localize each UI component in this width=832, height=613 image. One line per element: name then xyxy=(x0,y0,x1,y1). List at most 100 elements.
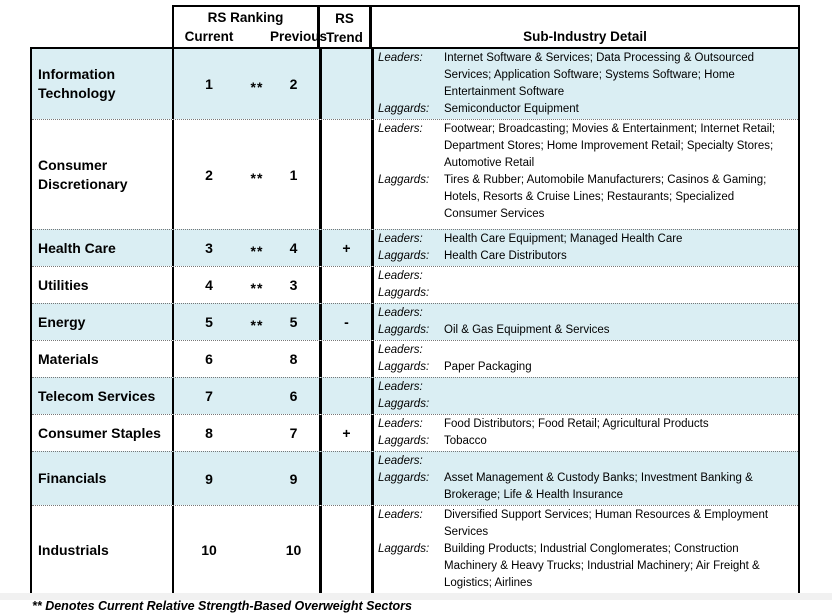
rs-previous-value: 8 xyxy=(289,351,298,367)
current-column-header: Current xyxy=(184,29,234,44)
sector-name: Industrials xyxy=(32,506,174,594)
laggards-block: Laggards: Tobacco xyxy=(378,433,792,450)
table-header: RS Ranking Current Previous RS Trend Sub… xyxy=(30,5,800,47)
laggards-label: Laggards: xyxy=(378,250,430,262)
rs-previous-value: 5 xyxy=(289,314,298,330)
sub-industry-detail-cell: Leaders: Laggards: Oil & Gas Equipment &… xyxy=(374,304,798,340)
rs-ranking-cell: 1 ** 2 xyxy=(174,49,322,119)
sub-industry-detail-cell: Leaders: Health Care Equipment; Managed … xyxy=(374,230,798,266)
leaders-list xyxy=(444,379,792,396)
rs-current-value: 10 xyxy=(201,542,217,558)
laggards-list: Asset Management & Custody Banks; Invest… xyxy=(444,472,753,501)
sub-industry-detail-cell: Leaders: Laggards: xyxy=(374,378,798,414)
laggards-list xyxy=(444,396,792,413)
rs-ranking-cell: 6 8 xyxy=(174,341,322,377)
leaders-list: Footwear; Broadcasting; Movies & Enterta… xyxy=(444,123,776,169)
overweight-stars: ** xyxy=(250,243,264,259)
rs-trend-value xyxy=(322,378,374,414)
rs-trend-value: + xyxy=(322,230,374,266)
laggards-block: Laggards: Tires & Rubber; Automobile Man… xyxy=(378,172,792,223)
laggards-list: Tires & Rubber; Automobile Manufacturers… xyxy=(444,174,767,220)
laggards-list: Tobacco xyxy=(444,435,487,447)
leaders-list: Internet Software & Services; Data Proce… xyxy=(444,52,755,98)
table-body: Information Technology 1 ** 2 Leaders: I… xyxy=(30,47,800,596)
rs-trend-header-line1: RS xyxy=(335,11,354,26)
rs-previous-value: 9 xyxy=(289,470,298,487)
table-row-materials: Materials 6 8 Leaders: Laggards: Paper P… xyxy=(32,340,798,377)
sector-name: Materials xyxy=(32,341,174,377)
leaders-label: Leaders: xyxy=(378,52,423,64)
laggards-label: Laggards: xyxy=(378,543,430,555)
sector-column-header-spacer xyxy=(30,5,172,47)
laggards-block: Laggards: Health Care Distributors xyxy=(378,248,792,265)
rs-previous-value: 3 xyxy=(289,277,298,293)
rs-trend-value xyxy=(322,506,374,594)
rs-ranking-cell: 2 ** 1 xyxy=(174,120,322,229)
rs-ranking-title: RS Ranking xyxy=(207,10,284,25)
sector-name: Energy xyxy=(32,304,174,340)
leaders-list: Health Care Equipment; Managed Health Ca… xyxy=(444,233,683,245)
rs-previous-value: 6 xyxy=(289,388,298,404)
leaders-label: Leaders: xyxy=(378,509,423,521)
sub-industry-detail-cell: Leaders: Internet Software & Services; D… xyxy=(374,49,798,119)
page-bottom-strip xyxy=(0,593,832,600)
laggards-list: Health Care Distributors xyxy=(444,250,567,262)
leaders-list xyxy=(444,305,792,322)
laggards-label: Laggards: xyxy=(378,324,430,336)
rs-ranking-cell: 9 9 xyxy=(174,452,322,505)
rs-current-value: 5 xyxy=(205,314,213,330)
leaders-list xyxy=(444,268,792,285)
rs-previous-value: 4 xyxy=(289,240,298,256)
rs-current-value: 7 xyxy=(205,388,213,404)
laggards-block: Laggards: Asset Management & Custody Ban… xyxy=(378,470,792,504)
rs-trend-value xyxy=(322,452,374,505)
overweight-stars: ** xyxy=(250,317,264,333)
leaders-list: Food Distributors; Food Retail; Agricult… xyxy=(444,418,709,430)
rs-trend-value xyxy=(322,49,374,119)
sector-ranking-report: RS Ranking Current Previous RS Trend Sub… xyxy=(0,5,832,613)
rs-trend-value xyxy=(322,267,374,303)
sub-industry-detail-cell: Leaders: Food Distributors; Food Retail;… xyxy=(374,415,798,451)
leaders-label: Leaders: xyxy=(378,381,423,393)
sector-name: Utilities xyxy=(32,267,174,303)
laggards-label: Laggards: xyxy=(378,435,430,447)
rs-previous-value: 10 xyxy=(285,542,302,558)
laggards-block: Laggards: xyxy=(378,396,792,413)
sector-name: Financials xyxy=(32,452,174,505)
sector-name: Health Care xyxy=(32,230,174,266)
rs-current-value: 2 xyxy=(205,166,213,183)
rs-current-value: 3 xyxy=(205,240,213,256)
laggards-block: Laggards: Semiconductor Equipment xyxy=(378,101,792,118)
laggards-label: Laggards: xyxy=(378,472,430,484)
sector-name: Consumer Staples xyxy=(32,415,174,451)
laggards-label: Laggards: xyxy=(378,398,430,410)
table-row-energy: Energy 5 ** 5 - Leaders: Laggards: Oil &… xyxy=(32,303,798,340)
sub-industry-detail-cell: Leaders: Footwear; Broadcasting; Movies … xyxy=(374,120,798,229)
leaders-block: Leaders: Health Care Equipment; Managed … xyxy=(378,231,792,248)
laggards-label: Laggards: xyxy=(378,287,430,299)
rs-trend-value: + xyxy=(322,415,374,451)
overweight-footnote: ** Denotes Current Relative Strength-Bas… xyxy=(32,599,412,613)
rs-previous-value: 2 xyxy=(289,76,298,92)
leaders-list: Diversified Support Services; Human Reso… xyxy=(444,509,769,538)
rs-ranking-cell: 7 6 xyxy=(174,378,322,414)
rs-trend-value xyxy=(322,341,374,377)
table-row-consumer-staples: Consumer Staples 8 7 + Leaders: Food Dis… xyxy=(32,414,798,451)
sub-industry-detail-cell: Leaders: Diversified Support Services; H… xyxy=(374,506,798,594)
rs-previous-value: 1 xyxy=(289,166,298,183)
stars-column-header-spacer xyxy=(244,27,270,47)
rs-previous-value: 7 xyxy=(289,425,298,441)
leaders-list xyxy=(444,342,792,359)
overweight-stars: ** xyxy=(250,79,264,95)
rs-current-value: 1 xyxy=(205,76,213,92)
rs-current-value: 9 xyxy=(205,470,213,487)
laggards-list: Paper Packaging xyxy=(444,361,532,373)
rs-ranking-cell: 10 10 xyxy=(174,506,322,594)
table-row-consumer-discretionary: Consumer Discretionary 2 ** 1 Leaders: F… xyxy=(32,119,798,229)
table-row-industrials: Industrials 10 10 Leaders: Diversified S… xyxy=(32,505,798,594)
leaders-label: Leaders: xyxy=(378,344,423,356)
leaders-block: Leaders: Footwear; Broadcasting; Movies … xyxy=(378,121,792,172)
rs-current-value: 8 xyxy=(205,425,213,441)
rs-ranking-cell: 8 7 xyxy=(174,415,322,451)
rs-current-value: 4 xyxy=(205,277,213,293)
